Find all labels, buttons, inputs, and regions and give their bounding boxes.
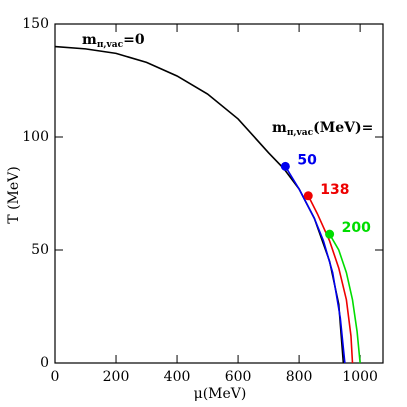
annotation-sub: π,vac xyxy=(97,40,124,50)
endpoint-marker xyxy=(280,161,290,171)
series-line xyxy=(54,45,345,364)
series-label: 200 xyxy=(342,220,371,236)
y-axis-label: T (MeV) xyxy=(6,166,22,223)
y-tick-label: 50 xyxy=(31,242,49,258)
series-line xyxy=(307,195,354,364)
annotation-text: m xyxy=(82,32,97,48)
x-axis-label: μ(MeV) xyxy=(194,386,247,402)
annotation-text: m xyxy=(272,120,287,136)
annotation-suffix: =0 xyxy=(123,32,145,48)
endpoint-marker xyxy=(303,191,313,201)
series-label: 50 xyxy=(297,152,317,168)
x-tick-label: 1000 xyxy=(342,369,378,385)
annotation: mπ,vac=0 xyxy=(82,32,145,50)
plot-frame xyxy=(54,23,384,364)
endpoint-marker xyxy=(325,229,335,239)
annotation-suffix: (MeV)= xyxy=(313,120,373,136)
series-line xyxy=(328,233,361,364)
annotation-sub: π,vac xyxy=(287,128,314,138)
x-tick-label: 600 xyxy=(225,369,252,385)
y-tick-label: 100 xyxy=(22,129,49,145)
x-tick-label: 400 xyxy=(164,369,191,385)
y-tick-label: 150 xyxy=(22,16,49,32)
x-tick-label: 800 xyxy=(286,369,313,385)
x-tick-label: 0 xyxy=(51,369,60,385)
y-tick-label: 0 xyxy=(40,355,49,371)
series-label: 138 xyxy=(320,182,349,198)
x-tick-label: 200 xyxy=(103,369,130,385)
series-line xyxy=(284,165,346,364)
annotation: mπ,vac(MeV)= xyxy=(272,120,373,138)
